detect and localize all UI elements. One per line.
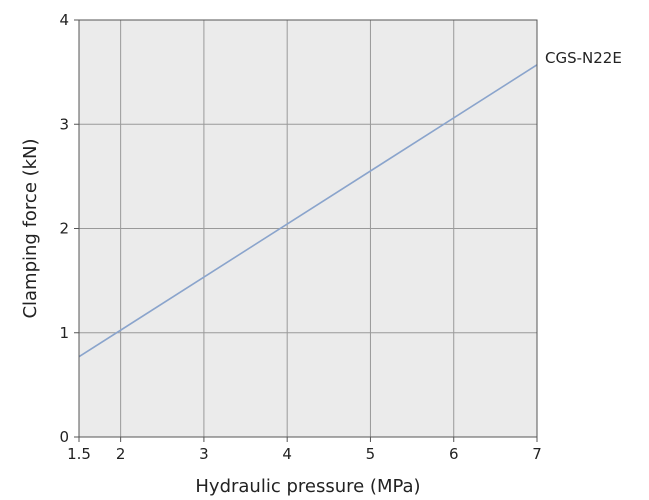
y-axis-title: Clamping force (kN) <box>20 138 41 318</box>
x-tick-label: 5 <box>366 445 376 463</box>
grid-lines <box>79 20 537 437</box>
y-tick-label: 4 <box>59 11 69 29</box>
x-tick-label: 4 <box>282 445 292 463</box>
y-tick-label: 0 <box>59 428 69 446</box>
x-tick-label: 6 <box>449 445 459 463</box>
y-tick-label: 2 <box>59 220 69 238</box>
axis-ticks: 1.5 2 3 4 5 6 7 0 1 2 3 4 <box>59 11 541 463</box>
y-tick-label: 3 <box>59 115 69 133</box>
x-tick-label: 7 <box>532 445 542 463</box>
series-line <box>78 64 538 358</box>
y-tick-label: 1 <box>59 324 69 342</box>
x-axis-title: Hydraulic pressure (MPa) <box>195 476 420 497</box>
x-tick-label: 1.5 <box>67 445 91 463</box>
series-layer: CGS-N22E <box>78 49 622 358</box>
x-tick-label: 2 <box>116 445 126 463</box>
series-label: CGS-N22E <box>545 49 622 67</box>
x-tick-label: 3 <box>199 445 209 463</box>
